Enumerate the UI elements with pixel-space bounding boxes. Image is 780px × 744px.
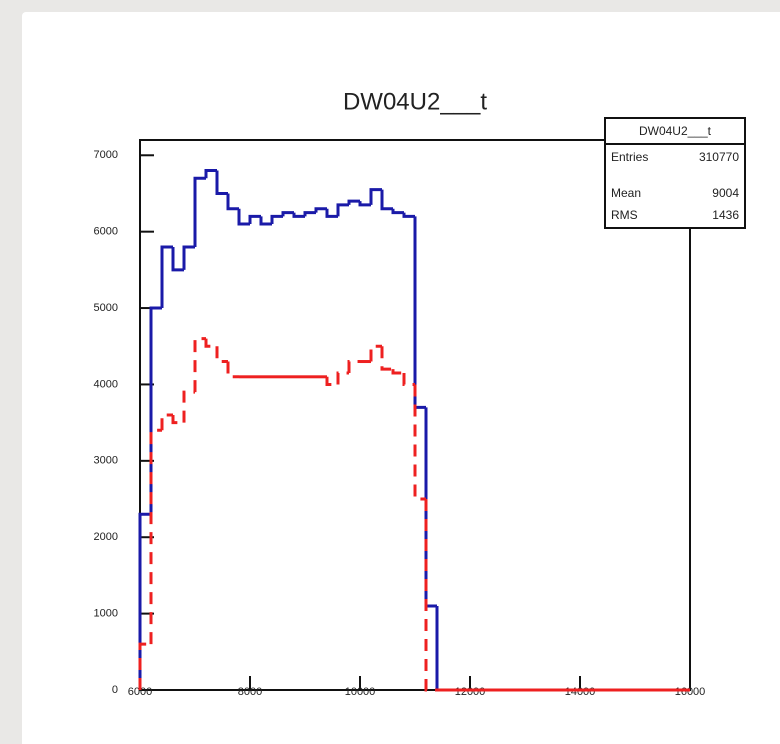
histogram-step [138, 512, 151, 690]
histogram-step [435, 605, 448, 692]
y-tick-label: 3000 [94, 455, 118, 467]
y-tick-label: 2000 [94, 531, 118, 543]
histogram-step [292, 212, 305, 218]
histogram-step [270, 214, 283, 225]
x-tick-label: 12000 [455, 686, 486, 698]
histogram-step [171, 415, 184, 425]
histogram-step [402, 372, 415, 386]
stats-value: 9004 [712, 186, 739, 200]
histogram-step [226, 193, 239, 211]
stats-value: 310770 [699, 150, 739, 164]
histogram-step [413, 384, 426, 501]
stats-label: Entries [611, 150, 648, 164]
histogram-step [424, 499, 437, 692]
histogram-step [336, 203, 349, 217]
histogram-step [182, 245, 195, 270]
histogram-step [336, 371, 349, 385]
stats-label: RMS [611, 208, 638, 222]
histogram-step [347, 199, 360, 205]
stats-box [604, 117, 746, 229]
histogram-step [226, 361, 239, 379]
histogram-step [171, 246, 184, 272]
histogram-step [347, 360, 360, 373]
histogram-step [259, 216, 272, 226]
histogram-step [413, 216, 426, 409]
histogram-step [369, 188, 382, 205]
histogram-step [424, 407, 437, 608]
histogram-step [160, 413, 173, 431]
y-tick-label: 5000 [94, 302, 118, 314]
y-tick-label: 4000 [94, 378, 118, 390]
x-tick-label: 10000 [345, 686, 376, 698]
histogram-step [204, 169, 217, 179]
histogram-step [149, 428, 162, 645]
histogram-step [193, 176, 206, 247]
histogram-step [215, 346, 228, 364]
histogram-step [138, 642, 151, 690]
y-tick-label: 7000 [94, 149, 118, 161]
histogram-step [215, 170, 228, 195]
histogram-step [237, 208, 250, 226]
histogram-step [325, 208, 338, 218]
histogram-step [281, 211, 294, 217]
histogram-step [369, 344, 382, 362]
x-tick-label: 16000 [675, 686, 706, 698]
y-tick-label: 0 [112, 684, 118, 696]
chart-title: DW04U2___t [343, 88, 487, 115]
histogram-step [391, 369, 404, 375]
histogram-step [149, 306, 162, 515]
histogram-step [303, 211, 316, 217]
y-tick-label: 1000 [94, 608, 118, 620]
histogram-step [402, 212, 415, 218]
histogram-step [248, 214, 261, 225]
histogram-step [358, 201, 371, 207]
histogram-step [182, 390, 195, 423]
stats-title: DW04U2___t [639, 124, 712, 138]
histogram-step [160, 245, 173, 309]
plot-frame [139, 139, 691, 691]
histogram-step [380, 346, 393, 371]
histogram-step [391, 208, 404, 215]
y-tick-label: 6000 [94, 226, 118, 238]
stats-value: 1436 [712, 208, 739, 222]
x-tick-label: 14000 [565, 686, 596, 698]
histogram-step [314, 207, 327, 213]
x-tick-label: 8000 [238, 686, 262, 698]
x-tick-label: 6000 [128, 686, 152, 698]
histogram-step [380, 189, 393, 211]
stats-label: Mean [611, 186, 641, 200]
histogram-step [325, 376, 338, 386]
histogram-step [193, 337, 206, 393]
histogram-step [204, 338, 217, 348]
